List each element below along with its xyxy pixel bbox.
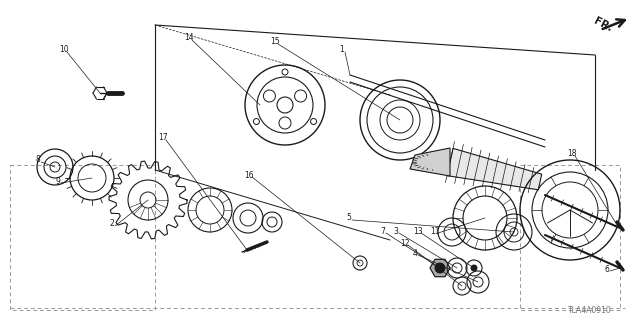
Text: 17: 17: [158, 133, 168, 142]
Text: 3: 3: [394, 227, 399, 236]
Text: 4: 4: [413, 249, 417, 258]
Polygon shape: [447, 148, 541, 190]
Bar: [520, 165, 620, 310]
Text: 9: 9: [56, 177, 60, 186]
Text: 15: 15: [270, 37, 280, 46]
Text: FR.: FR.: [592, 16, 614, 34]
Text: 8: 8: [36, 156, 40, 164]
Text: 13: 13: [413, 227, 423, 236]
Circle shape: [435, 263, 445, 273]
Text: 7: 7: [381, 227, 385, 236]
Text: 5: 5: [347, 213, 351, 222]
Text: 6: 6: [605, 265, 609, 274]
Text: 12: 12: [400, 238, 410, 247]
Text: 14: 14: [184, 34, 194, 43]
Text: 10: 10: [59, 45, 69, 54]
Text: 1: 1: [340, 45, 344, 54]
Polygon shape: [410, 148, 450, 176]
Text: 16: 16: [244, 171, 254, 180]
Bar: [10, 165, 155, 310]
Polygon shape: [430, 259, 450, 277]
Circle shape: [471, 265, 477, 271]
Text: 2: 2: [109, 220, 115, 228]
Text: 11: 11: [430, 227, 440, 236]
Text: 18: 18: [567, 149, 577, 158]
Text: TLA4A0910: TLA4A0910: [568, 306, 612, 315]
